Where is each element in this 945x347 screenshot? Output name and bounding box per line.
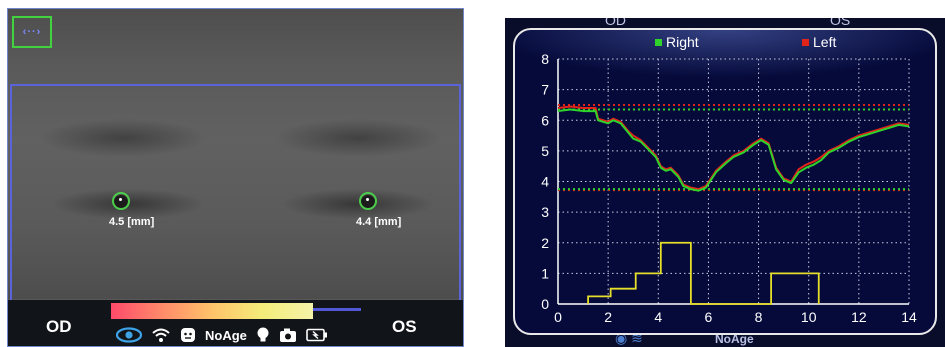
x-tick-label: 10 xyxy=(801,309,817,325)
camera-panel: ‹··› 4.5 [mm] 4.4 [mm] OD OS NoAge xyxy=(7,8,464,347)
x-tick-label: 6 xyxy=(705,309,713,325)
detection-region xyxy=(10,84,461,302)
x-tick-label: 8 xyxy=(755,309,763,325)
y-tick-label: 5 xyxy=(541,143,549,159)
intensity-color-scale xyxy=(111,303,313,319)
status-bar: OD OS NoAge xyxy=(8,300,463,346)
y-tick-label: 8 xyxy=(541,51,549,67)
y-tick-label: 2 xyxy=(541,235,549,251)
face-icon[interactable] xyxy=(180,326,196,344)
os-label: OS xyxy=(392,317,417,336)
legend-left-label: Left xyxy=(813,34,837,50)
series-left-line xyxy=(557,105,910,191)
bulb-icon[interactable] xyxy=(256,326,270,344)
legend-right-swatch xyxy=(655,38,662,46)
x-tick-label: 0 xyxy=(554,309,562,325)
x-tick-label: 4 xyxy=(654,309,662,325)
wifi-icon[interactable] xyxy=(151,326,171,344)
mode-label: NoAge xyxy=(205,327,247,343)
y-tick-label: 0 xyxy=(541,296,549,312)
left-pupil-size: 4.4 [mm] xyxy=(356,216,402,228)
eye-icon[interactable] xyxy=(116,326,142,344)
legend-left-swatch xyxy=(802,38,809,46)
y-tick-label: 1 xyxy=(541,265,549,281)
x-tick-label: 14 xyxy=(901,309,917,325)
legend-right: Right xyxy=(655,34,699,50)
od-header: OD xyxy=(605,18,626,28)
left-pupil-marker xyxy=(359,192,377,210)
x-tick-label: 12 xyxy=(851,309,867,325)
y-tick-label: 6 xyxy=(541,112,549,128)
legend-left: Left xyxy=(802,34,836,50)
os-header: OS xyxy=(830,18,851,28)
pupil-chart-card: 0 2 4 6 8 10 12 14 0 1 2 3 4 5 6 7 8 Right Left xyxy=(513,28,937,335)
od-label: OD xyxy=(46,317,72,336)
battery-icon xyxy=(306,326,328,344)
camera-icon[interactable] xyxy=(279,326,297,344)
x-tick-label: 2 xyxy=(604,309,612,325)
y-tick-label: 3 xyxy=(541,204,549,220)
y-tick-label: 4 xyxy=(541,174,549,190)
right-pupil-size: 4.5 [mm] xyxy=(109,216,155,228)
camera-feed xyxy=(8,9,463,299)
results-panel: OD OS ◉ ≋ NoAge 0 2 4 6 8 10 12 14 0 1 2 3 4 5 6 7 8 Rig… xyxy=(505,18,945,347)
footer-mode-label: NoAge xyxy=(715,332,754,346)
stimulus-trace xyxy=(587,241,820,305)
arrows-icon: ‹··› xyxy=(22,26,42,38)
view-switch-button[interactable]: ‹··› xyxy=(12,16,52,48)
legend-right-label: Right xyxy=(666,34,699,50)
series-right-line xyxy=(557,108,910,192)
intensity-indicator xyxy=(313,308,361,311)
y-tick-label: 7 xyxy=(541,82,549,98)
right-pupil-marker xyxy=(112,192,130,210)
